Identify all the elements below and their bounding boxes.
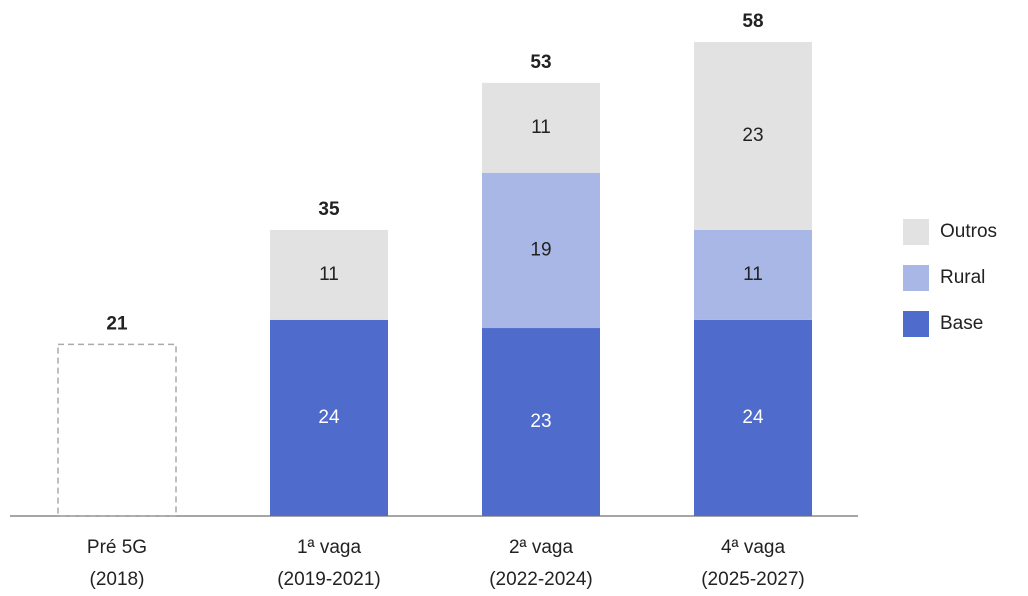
total-label: 35 (318, 199, 340, 220)
total-label: 58 (742, 11, 763, 32)
segment-label: 23 (742, 125, 763, 146)
placeholder-bar (57, 343, 177, 517)
x-tick-label: (2025-2027) (701, 569, 805, 590)
bar-segment (270, 319, 388, 516)
legend-swatch (903, 311, 929, 337)
segment-label: 24 (742, 407, 764, 428)
legend-swatch (903, 219, 929, 245)
x-tick-label: Pré 5G (87, 537, 147, 558)
bar-segment (694, 229, 812, 320)
bar-segment (694, 42, 812, 230)
x-tick-label: (2022-2024) (489, 569, 593, 590)
total-label: 53 (530, 52, 551, 73)
total-label: 21 (106, 313, 128, 334)
legend-label: Rural (940, 267, 985, 288)
x-tick-label: 4ª vaga (721, 537, 786, 558)
bar-segment (270, 229, 388, 320)
x-tick-label: 1ª vaga (297, 537, 362, 558)
x-tick-label: 2ª vaga (509, 537, 574, 558)
bar-segment (482, 328, 600, 516)
legend-label: Outros (940, 221, 997, 242)
segment-label: 11 (531, 117, 551, 138)
bar-segment (694, 319, 812, 516)
segment-label: 19 (530, 239, 551, 260)
x-tick-label: (2018) (90, 569, 145, 590)
legend-label: Base (940, 313, 983, 334)
segment-label: 24 (318, 407, 340, 428)
bar-segment (482, 172, 600, 329)
segment-label: 11 (743, 264, 763, 285)
segment-label: 23 (530, 411, 551, 432)
x-tick-label: (2019-2021) (277, 569, 381, 590)
segment-label: 11 (319, 264, 339, 285)
legend-swatch (903, 265, 929, 291)
bar-segment (482, 82, 600, 173)
